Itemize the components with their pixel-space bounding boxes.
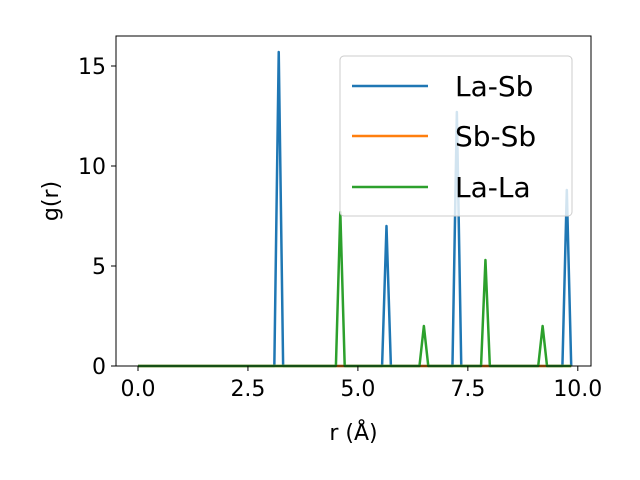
y-axis-label: g(r)	[39, 181, 64, 221]
legend-label-sb-sb: Sb-Sb	[455, 120, 536, 153]
y-tick-label: 10	[78, 155, 106, 180]
legend-label-la-sb: La-Sb	[455, 70, 533, 103]
x-tick-label: 2.5	[230, 377, 265, 402]
series-line-la-la	[137, 210, 572, 368]
x-tick-label: 10.0	[553, 377, 602, 402]
legend-box	[339, 55, 573, 217]
y-tick-label: 5	[92, 255, 106, 280]
plot-frame	[115, 35, 592, 367]
x-tick-label: 5.0	[340, 377, 375, 402]
y-axis-ticks: 0 5 10 15	[78, 55, 116, 380]
y-tick-label: 15	[78, 55, 106, 80]
legend-label-la-la: La-La	[455, 171, 531, 204]
x-axis-ticks: 0.0 2.5 5.0 7.5 10.0	[120, 366, 602, 402]
x-tick-label: 0.0	[120, 377, 155, 402]
x-tick-label: 7.5	[450, 377, 485, 402]
legend: La-Sb Sb-Sb La-La	[339, 55, 573, 217]
x-axis-label: r (Å)	[329, 419, 377, 446]
y-tick-label: 0	[92, 355, 106, 380]
